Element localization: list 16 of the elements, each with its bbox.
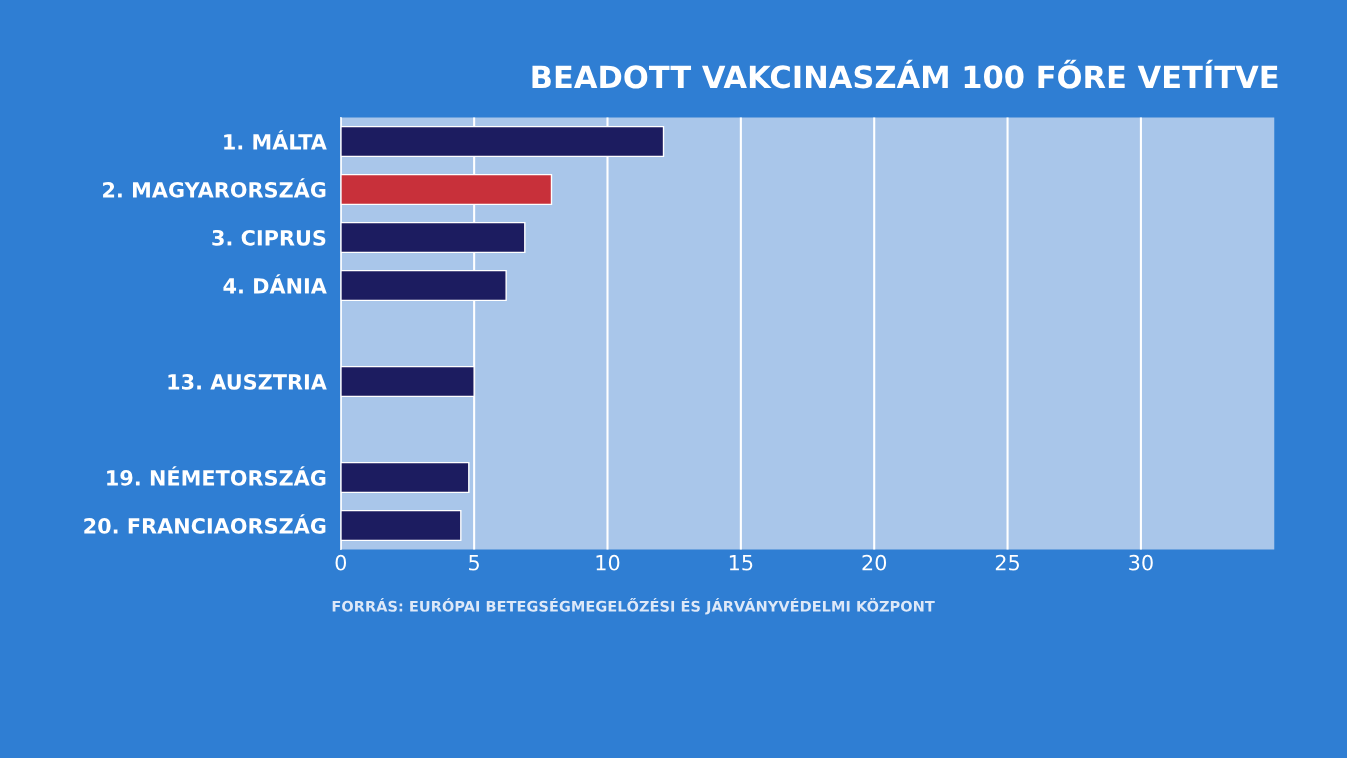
x-tick-label: 5 (469, 555, 479, 571)
chart-title: BEADOTT VAKCINASZÁM 100 FŐRE VETÍTVE (532, 59, 1278, 89)
x-tick-label: 30 (1129, 554, 1153, 571)
y-tick-label: 2. MAGYARORSZÁG (103, 178, 326, 198)
x-tick-label: 0 (335, 554, 347, 571)
y-tick-label: 20. FRANCIAORSZÁG (84, 514, 326, 534)
y-tick-label: 4. DÁNIA (223, 274, 327, 294)
y-tick-label: 1. MÁLTA (224, 130, 327, 150)
x-tick-label: 15 (729, 555, 753, 571)
y-tick-label: 13. AUSZTRIA (168, 373, 327, 390)
x-tick-label: 20 (862, 554, 887, 571)
text: FORRÁS: EURÓPAI BETEGSÉGMEGELŐZÉSI ÉS JÁRVÁNYVÉDELMI KÖZPONT (332, 598, 935, 615)
x-tick-label: 10 (596, 554, 620, 571)
x-tick-label: 25 (995, 554, 1019, 571)
y-tick-label: 3. CIPRUS (212, 229, 326, 246)
y-tick-label: 19. NÉMETORSZÁG (107, 466, 326, 486)
